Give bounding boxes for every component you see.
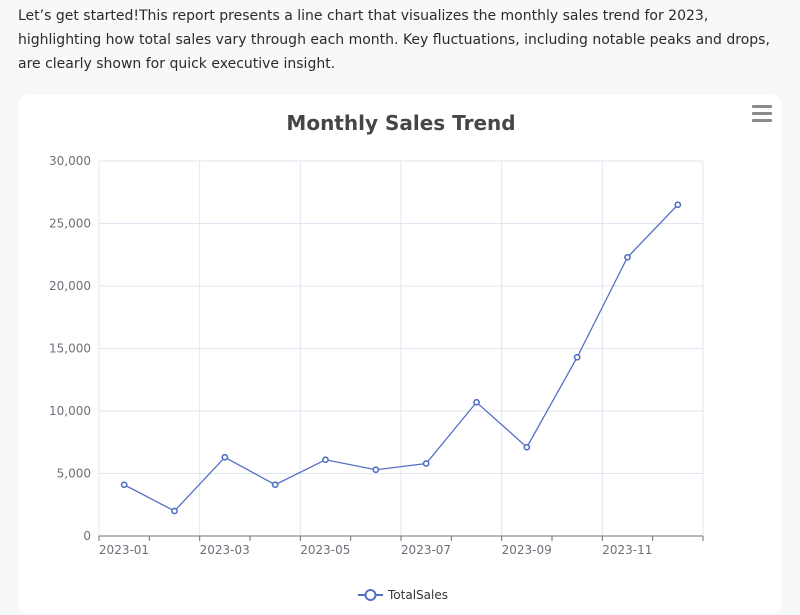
data-point[interactable] (322, 456, 329, 464)
legend-label[interactable]: TotalSales (387, 588, 448, 602)
y-tick-label: 5,000 (57, 467, 91, 481)
y-tick-label: 30,000 (49, 154, 91, 168)
x-tick-label: 2023-07 (401, 543, 451, 557)
data-point[interactable] (473, 398, 480, 406)
data-point[interactable] (422, 460, 430, 467)
x-tick-label: 2023-09 (502, 543, 552, 557)
y-tick-label: 20,000 (49, 279, 91, 293)
data-point[interactable] (624, 253, 631, 261)
chart-axes: 0 5,000 10,000 15,000 20,000 25,000 30,000 2023… (49, 154, 704, 557)
data-point[interactable] (523, 443, 531, 451)
y-tick-label: 25,000 (49, 217, 91, 231)
x-tick-label: 2023-01 (99, 543, 149, 557)
data-point[interactable] (221, 453, 229, 461)
y-tick-label: 10,000 (49, 404, 91, 418)
data-point[interactable] (573, 353, 581, 361)
x-tick-label: 2023-05 (300, 543, 350, 557)
data-point[interactable] (171, 507, 178, 515)
chart-card (18, 95, 782, 615)
hamburger-menu-icon[interactable] (752, 105, 772, 123)
y-tick-label: 0 (83, 529, 91, 543)
series-line (123, 204, 679, 512)
data-point[interactable] (674, 201, 682, 209)
data-point[interactable] (372, 466, 380, 474)
chart-series (120, 201, 682, 515)
x-tick-label: 2023-11 (602, 543, 652, 557)
x-tick-label: 2023-03 (200, 543, 250, 557)
chart-legend: TotalSales (358, 588, 448, 602)
legend-marker[interactable] (364, 589, 377, 601)
chart-title: Monthly Sales Trend (286, 111, 515, 135)
chart-grid (98, 160, 704, 536)
data-point[interactable] (120, 481, 128, 489)
data-point[interactable] (271, 481, 279, 489)
y-tick-label: 15,000 (49, 342, 91, 356)
intro-text: Let’s get started!This report presents a… (18, 8, 770, 72)
